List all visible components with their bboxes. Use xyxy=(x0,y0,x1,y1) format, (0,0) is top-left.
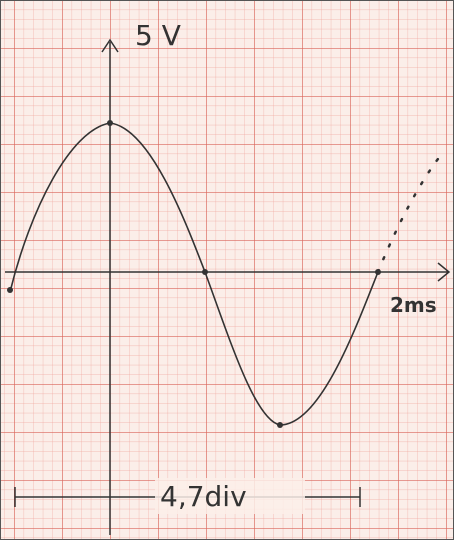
voltage-label: 5 V xyxy=(135,19,181,52)
curve-continuation xyxy=(376,148,447,274)
x-arrow xyxy=(437,262,451,282)
time-label: 2ms xyxy=(390,293,437,317)
point xyxy=(375,269,381,275)
point xyxy=(7,287,13,293)
measure-label: 4,7div xyxy=(160,480,247,513)
point xyxy=(107,120,113,126)
label-bg xyxy=(155,478,305,514)
point xyxy=(202,269,208,275)
point xyxy=(277,422,283,428)
y-arrow xyxy=(101,38,119,53)
